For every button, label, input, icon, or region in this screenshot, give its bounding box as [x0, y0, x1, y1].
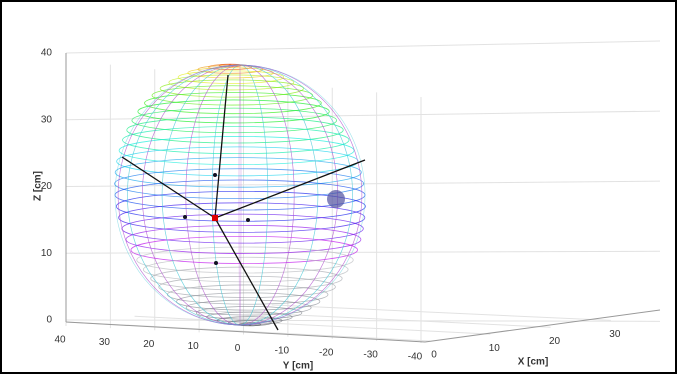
y-tick-label: -10 [275, 345, 290, 356]
grid-line [203, 310, 551, 328]
y-tick-label: 30 [99, 337, 111, 348]
axis-line [424, 309, 661, 343]
latitude-line [130, 235, 358, 264]
latitude-line [114, 157, 362, 188]
y-tick-label: 10 [188, 341, 200, 352]
latitude-line [185, 299, 312, 316]
point [214, 261, 218, 265]
z-tick-label: 40 [41, 48, 53, 59]
latitude-line [142, 256, 349, 283]
latitude-line [137, 99, 330, 124]
y-tick-label: 0 [235, 343, 241, 354]
latitude-line [208, 63, 253, 70]
latitude-line [136, 246, 354, 274]
point [213, 173, 217, 177]
grid-line [65, 250, 661, 254]
x-tick-label: 20 [549, 336, 561, 347]
meridian-line [117, 64, 363, 326]
y-tick-label: 20 [143, 339, 155, 350]
grid-line [134, 315, 491, 335]
grid-line [65, 40, 661, 54]
z-tick-label: 30 [41, 114, 53, 125]
vector [214, 74, 229, 219]
latitude-line [122, 126, 350, 155]
point [246, 218, 250, 222]
latitude-line [144, 92, 322, 115]
z-tick-label: 10 [41, 248, 53, 259]
latitude-line [116, 146, 359, 177]
latitude-line [121, 213, 364, 244]
axis-line [65, 321, 426, 343]
latitude-line [168, 74, 295, 91]
latitude-line [118, 202, 366, 233]
z-tick-label: 0 [46, 315, 52, 326]
vector [214, 159, 366, 219]
y-tick-label: -30 [363, 350, 378, 361]
grid-line [271, 304, 611, 321]
y-tick-label: -20 [319, 347, 334, 358]
x-tick-label: 0 [431, 350, 437, 361]
latitude-line [176, 292, 321, 311]
latitude-line [125, 224, 362, 254]
y-axis-label: Y [cm] [283, 361, 313, 372]
grid-line [65, 319, 661, 322]
latitude-line [131, 107, 338, 134]
latitude-line [159, 79, 304, 98]
z-tick-label: 20 [41, 181, 53, 192]
latitude-line [150, 266, 343, 291]
latitude-line [177, 70, 285, 84]
x-axis-label: X [cm] [518, 357, 549, 368]
vector [214, 217, 279, 331]
y-tick-label: -40 [408, 352, 423, 363]
marker [327, 190, 345, 208]
x-tick-label: 10 [489, 343, 501, 354]
latitude-line [126, 116, 344, 144]
z-axis-label: Z [cm] [33, 171, 44, 201]
point [183, 215, 187, 219]
grid-line [65, 110, 661, 121]
y-tick-label: 40 [54, 335, 66, 346]
x-tick-label: 30 [609, 329, 621, 340]
latitude-line [118, 136, 355, 166]
center-point [212, 215, 218, 221]
latitude-line [195, 306, 303, 320]
vector [121, 156, 216, 219]
sphere-wireframe [114, 63, 366, 331]
